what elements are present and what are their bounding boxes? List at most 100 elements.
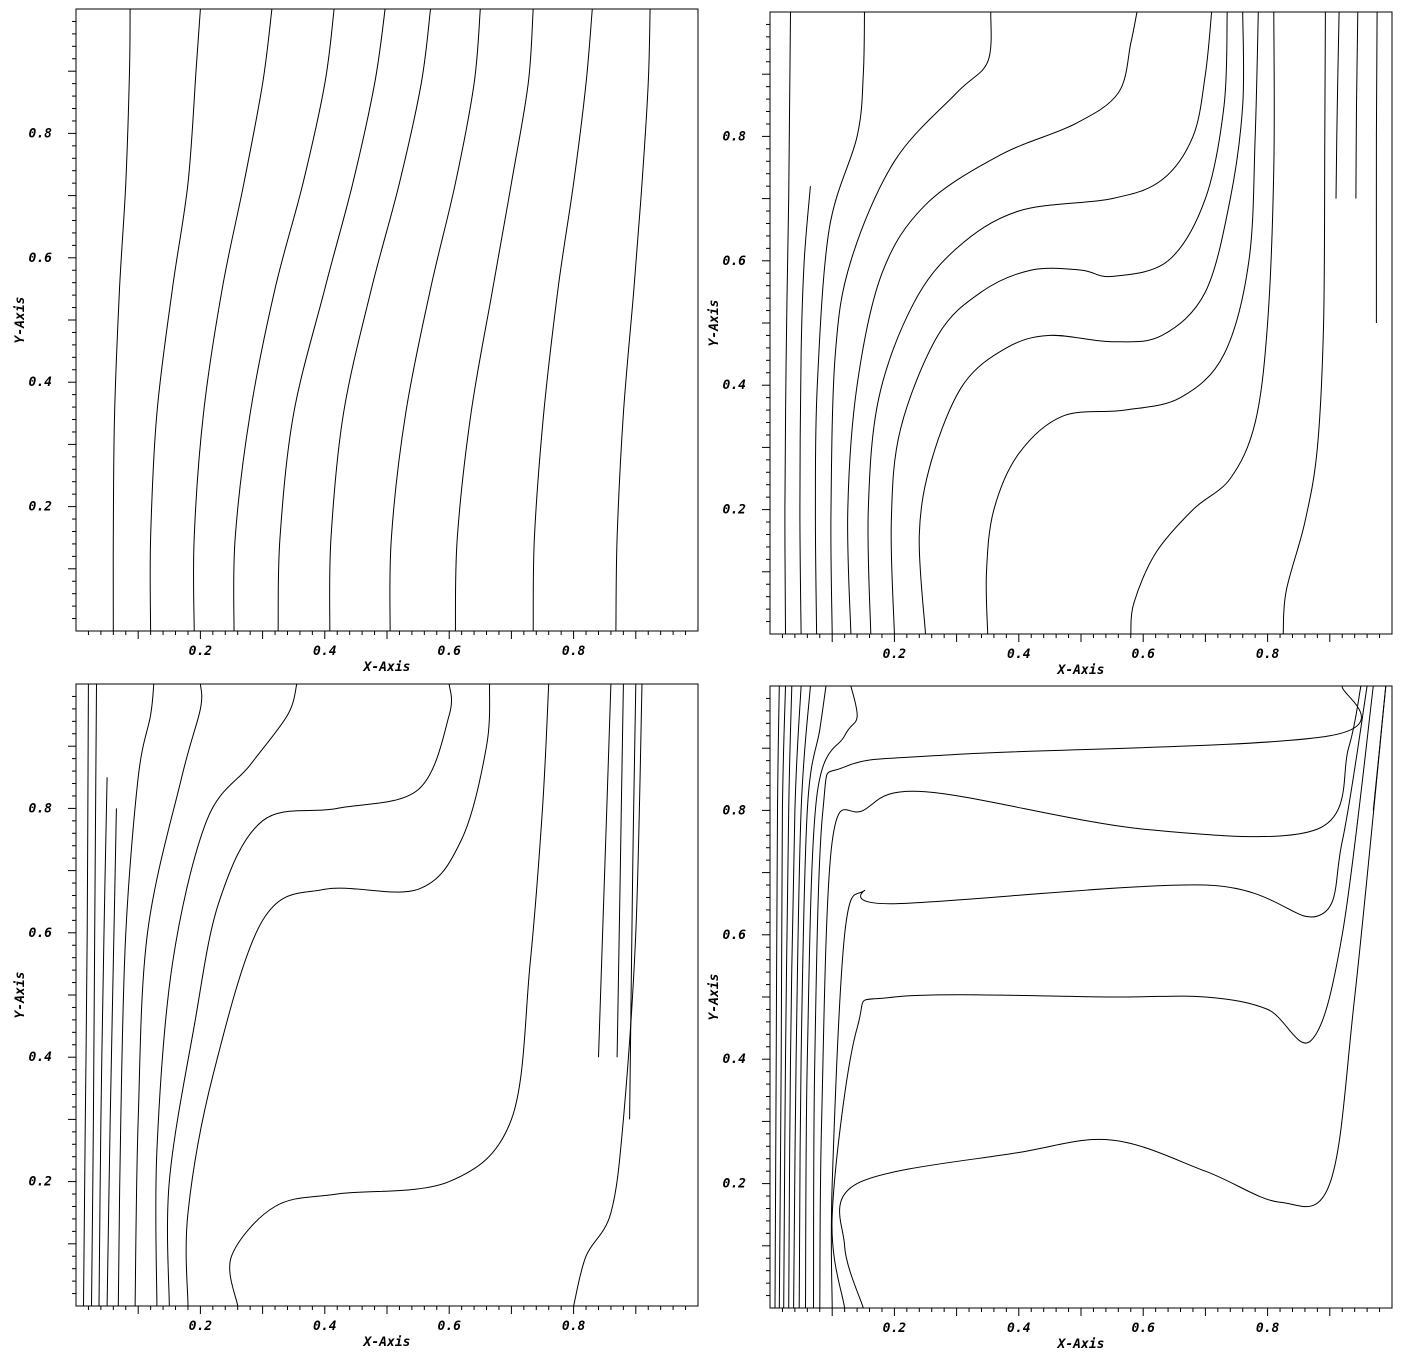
contour-line: [233, 8, 335, 632]
y-tick-label: 0.6: [723, 254, 747, 269]
panel-top-right: 0.2 0.4 0.6 0.8 0.2 0.4 0.6 0.8 X-Axis Y-Axis: [707, 11, 1393, 678]
axis-ticks: [762, 697, 1381, 1316]
x-axis-title: X-Axis: [1057, 1337, 1105, 1352]
contour-lines: [774, 685, 1387, 1309]
y-tick-label: 0.2: [29, 1175, 53, 1190]
contour-line: [793, 685, 811, 1309]
contour-line: [839, 685, 1387, 1309]
contour-line: [454, 8, 534, 632]
contour-line: [985, 11, 1259, 635]
contour-line: [813, 685, 1362, 1309]
contour-line: [1372, 685, 1387, 811]
x-tick-label: 0.4: [1007, 647, 1031, 662]
contour-line: [573, 683, 643, 1307]
x-axis-title: X-Axis: [1057, 663, 1105, 678]
y-tick-label: 0.4: [29, 1050, 53, 1065]
panel-top-left: 0.2 0.4 0.6 0.8 0.2 0.4 0.6 0.8 X-Axis Y-Axis: [13, 8, 699, 675]
x-tick-label: 0.2: [189, 1319, 213, 1334]
y-axis-title: Y-Axis: [13, 297, 28, 344]
contour-line: [192, 8, 273, 632]
y-axis-title: Y-Axis: [13, 972, 28, 1019]
contour-line: [830, 685, 1368, 1309]
contour-line: [819, 685, 1362, 1309]
axis-ticks: [68, 695, 687, 1314]
y-tick-label: 0.6: [29, 926, 53, 941]
contour-line: [774, 685, 780, 1309]
contour-line: [616, 683, 624, 1058]
x-tick-label: 0.4: [1007, 1321, 1031, 1336]
plot-frame: [75, 683, 699, 1307]
contour-line: [778, 685, 786, 1309]
x-tick-label: 0.8: [562, 1319, 586, 1334]
contour-line: [1335, 11, 1340, 199]
axis-ticks: [68, 20, 687, 639]
contour-line: [83, 683, 89, 1307]
x-tick-label: 0.4: [313, 1319, 337, 1334]
contour-lines: [112, 8, 651, 632]
x-axis-title: X-Axis: [363, 660, 411, 675]
contour-line: [117, 683, 155, 1307]
contour-line: [106, 808, 117, 1307]
contour-lines: [83, 683, 643, 1307]
y-tick-label: 0.8: [723, 129, 747, 144]
contour-line: [1375, 11, 1378, 324]
contour-line: [799, 186, 811, 635]
contour-line: [98, 777, 108, 1307]
contour-line: [830, 11, 992, 635]
plot-frame: [769, 11, 1393, 635]
contour-line: [155, 683, 298, 1307]
x-tick-label: 0.6: [1131, 1321, 1155, 1336]
contour-line: [532, 8, 593, 632]
contour-line: [867, 11, 1213, 635]
y-tick-label: 0.4: [723, 378, 747, 393]
contour-line: [1130, 11, 1275, 635]
contour-lines: [784, 11, 1378, 635]
contour-line: [598, 683, 612, 1058]
x-tick-label: 0.2: [189, 644, 213, 659]
contour-line: [788, 685, 802, 1309]
y-tick-label: 0.8: [29, 126, 53, 141]
contour-line: [784, 11, 791, 635]
y-tick-label: 0.2: [29, 500, 53, 515]
plot-frame: [75, 8, 699, 632]
y-tick-label: 0.4: [29, 375, 53, 390]
x-tick-label: 0.8: [562, 644, 586, 659]
contour-line: [831, 685, 1374, 1309]
contour-line: [1355, 11, 1359, 199]
axis-ticks: [762, 23, 1381, 642]
y-tick-label: 0.2: [723, 1177, 747, 1192]
contour-line: [389, 8, 481, 632]
contour-line: [798, 685, 827, 1309]
x-tick-label: 0.8: [1256, 1321, 1280, 1336]
y-axis-title: Y-Axis: [707, 300, 722, 347]
x-tick-label: 0.6: [1131, 647, 1155, 662]
contour-line: [805, 685, 858, 1309]
contour-line: [1282, 11, 1326, 635]
x-tick-label: 0.6: [437, 644, 461, 659]
contour-line: [91, 683, 97, 1307]
contour-line: [149, 8, 201, 632]
contour-line: [814, 11, 865, 635]
contour-line: [890, 11, 1228, 635]
contour-line: [847, 11, 1138, 635]
contour-line: [134, 683, 203, 1307]
panel-bottom-right: 0.2 0.4 0.6 0.8 0.2 0.4 0.6 0.8 X-Axis Y-Axis: [707, 685, 1393, 1352]
y-tick-label: 0.6: [723, 928, 747, 943]
contour-line: [329, 8, 431, 632]
x-axis-title: X-Axis: [363, 1335, 411, 1350]
y-tick-label: 0.2: [723, 503, 747, 518]
contour-line: [918, 11, 1245, 635]
panel-bottom-left: 0.2 0.4 0.6 0.8 0.2 0.4 0.6 0.8 X-Axis Y-Axis: [13, 683, 699, 1350]
x-tick-label: 0.6: [437, 1319, 461, 1334]
contour-line: [112, 8, 131, 632]
contour-line: [277, 8, 386, 632]
y-tick-label: 0.8: [723, 803, 747, 818]
contour-line: [629, 683, 637, 1120]
x-tick-label: 0.2: [883, 647, 907, 662]
y-tick-label: 0.6: [29, 251, 53, 266]
y-axis-title: Y-Axis: [707, 974, 722, 1021]
contour-line: [783, 685, 793, 1309]
contour-line: [166, 683, 452, 1307]
x-tick-label: 0.2: [883, 1321, 907, 1336]
